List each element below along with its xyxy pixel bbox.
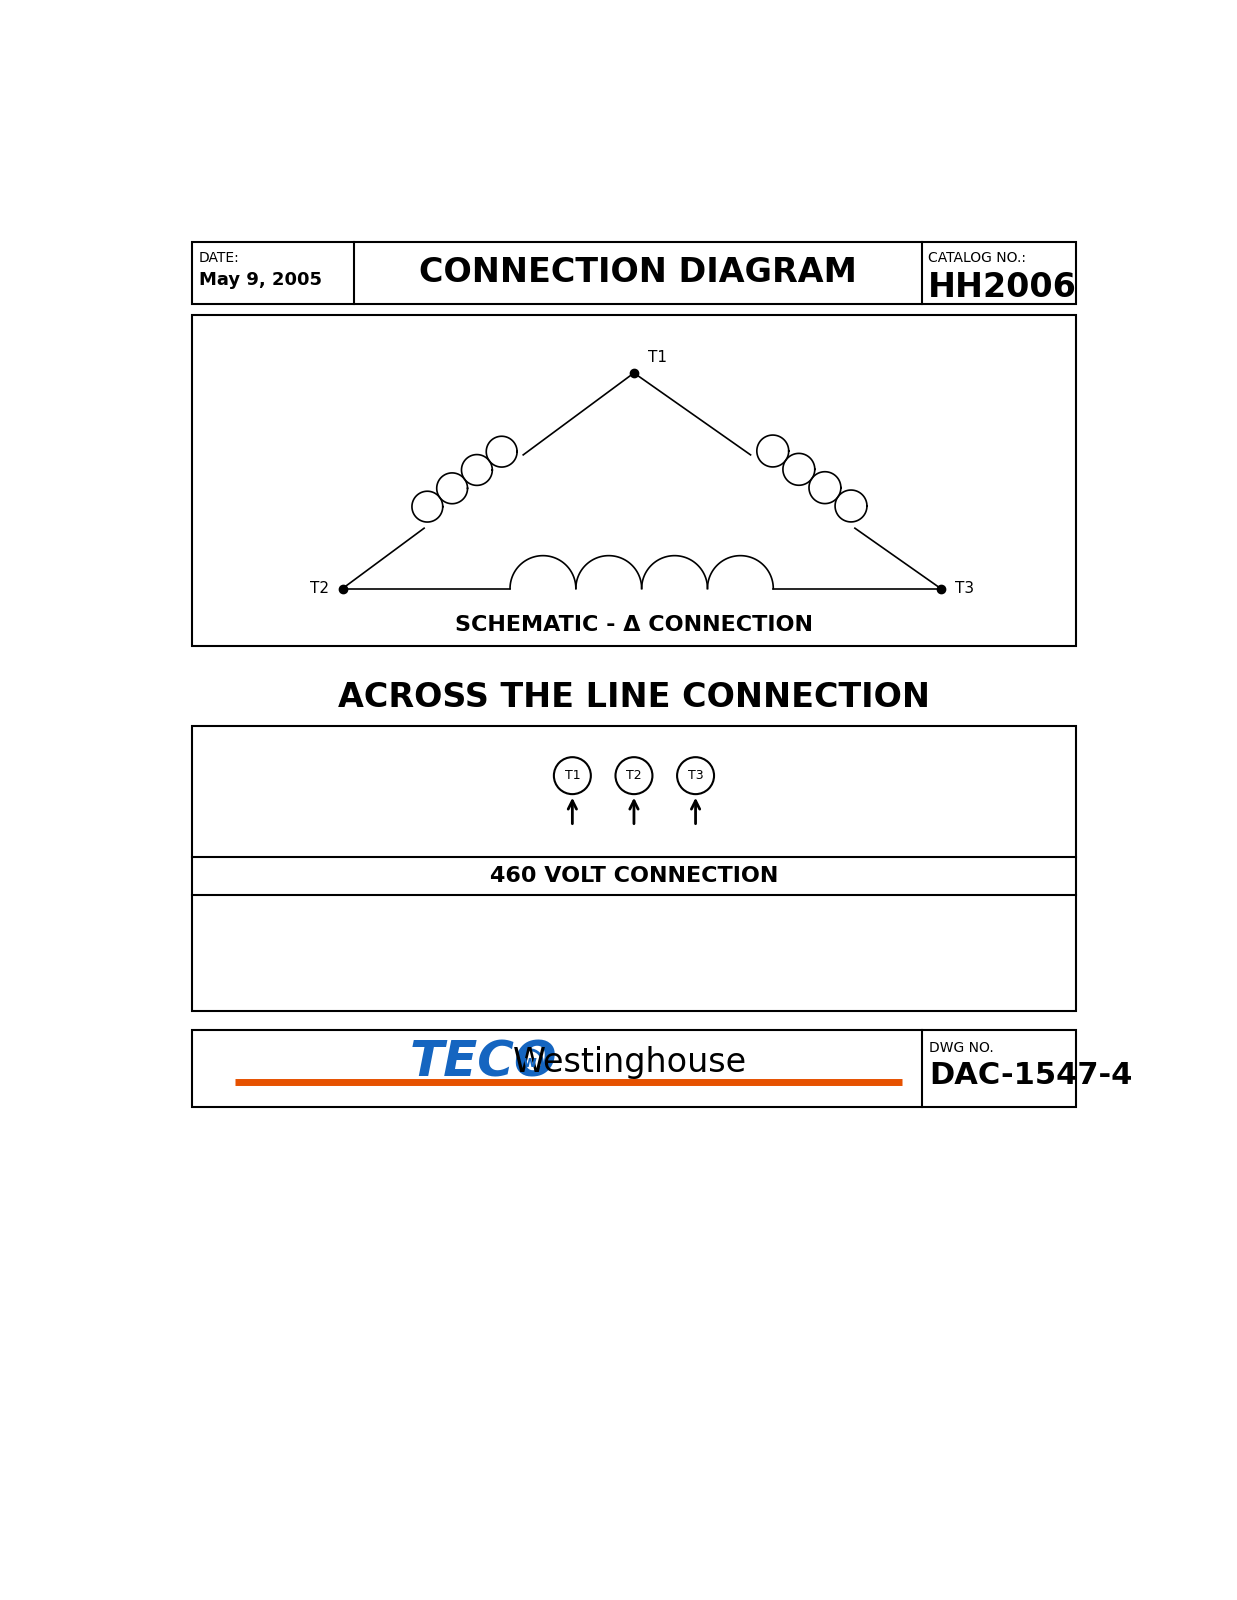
Text: T2: T2 xyxy=(626,770,642,782)
Text: T1: T1 xyxy=(648,350,667,365)
Text: DWG NO.: DWG NO. xyxy=(929,1040,995,1054)
Text: DATE:: DATE: xyxy=(198,251,239,266)
Text: ACROSS THE LINE CONNECTION: ACROSS THE LINE CONNECTION xyxy=(338,682,930,714)
Bar xyxy=(193,242,1075,304)
Text: T2: T2 xyxy=(309,581,329,597)
Bar xyxy=(193,726,1075,1011)
Bar xyxy=(193,1030,1075,1107)
Text: SCHEMATIC - Δ CONNECTION: SCHEMATIC - Δ CONNECTION xyxy=(455,614,813,635)
Text: w: w xyxy=(523,1054,537,1069)
Text: HH2006: HH2006 xyxy=(928,272,1076,304)
Text: T1: T1 xyxy=(564,770,580,782)
Text: Westinghouse: Westinghouse xyxy=(513,1046,747,1078)
Text: TECO: TECO xyxy=(409,1038,558,1086)
Bar xyxy=(193,315,1075,646)
Text: May 9, 2005: May 9, 2005 xyxy=(198,272,322,290)
Text: 460 VOLT CONNECTION: 460 VOLT CONNECTION xyxy=(490,866,778,886)
Text: T3: T3 xyxy=(955,581,974,597)
Text: T3: T3 xyxy=(688,770,704,782)
Text: CATALOG NO.:: CATALOG NO.: xyxy=(928,251,1025,266)
Text: DAC-1547-4: DAC-1547-4 xyxy=(929,1061,1133,1090)
Text: CONNECTION DIAGRAM: CONNECTION DIAGRAM xyxy=(419,256,857,290)
